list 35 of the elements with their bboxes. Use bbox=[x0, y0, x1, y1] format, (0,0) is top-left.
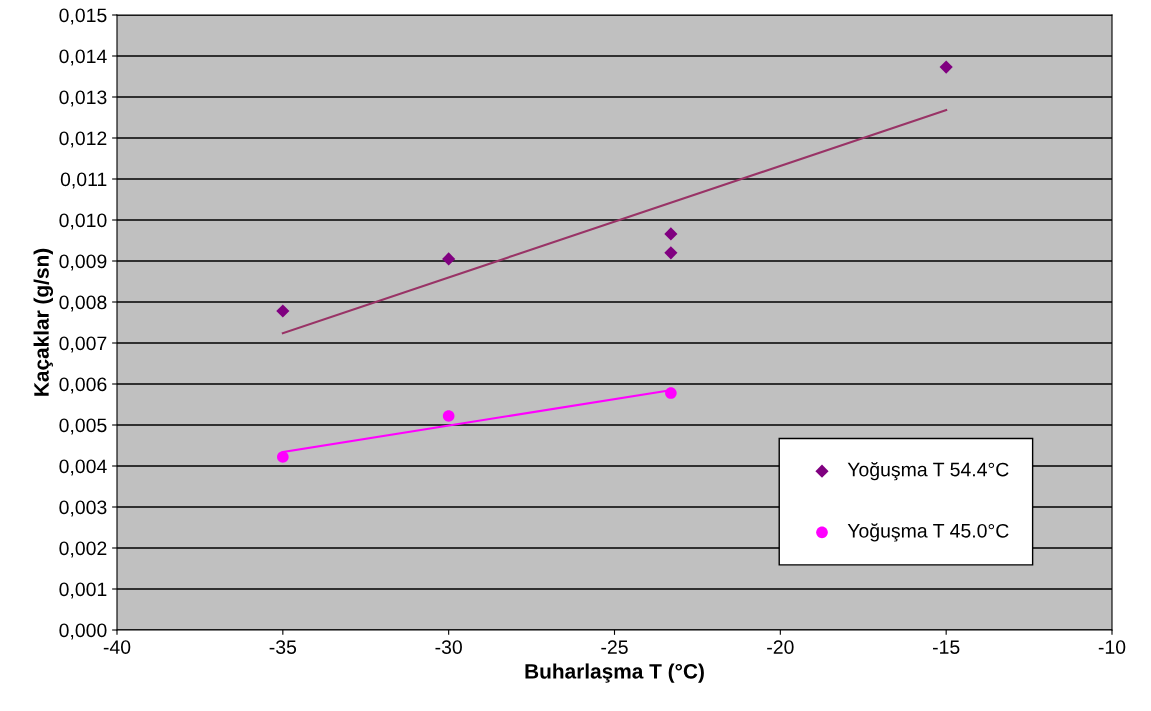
point bbox=[277, 451, 289, 463]
y-tick-label: 0,012 bbox=[59, 131, 107, 148]
y-tick-label: 0,014 bbox=[59, 49, 107, 66]
y-tick-label: 0,001 bbox=[59, 582, 107, 599]
x-tick-label: -20 bbox=[767, 640, 794, 654]
point bbox=[442, 252, 456, 266]
y-tick-label: 0,000 bbox=[59, 623, 107, 640]
y-tick-label: 0,005 bbox=[59, 418, 107, 435]
y-tick-label: 0,007 bbox=[59, 336, 107, 353]
legend-label: Yoğuşma T 45.0°C bbox=[847, 523, 1009, 542]
x-tick-label: -25 bbox=[601, 640, 628, 654]
point bbox=[664, 227, 678, 241]
y-tick-label: 0,003 bbox=[59, 500, 107, 517]
point bbox=[442, 410, 455, 422]
y-tick-label: 0,004 bbox=[59, 459, 107, 476]
legend-label: Yoğuşma T 54.4°C bbox=[847, 461, 1009, 481]
y-tick-label: 0,013 bbox=[59, 90, 107, 107]
point bbox=[664, 246, 678, 260]
x-tick-label: -15 bbox=[932, 640, 960, 654]
y-tick-label: 0,002 bbox=[59, 541, 107, 558]
x-tick-label: -30 bbox=[435, 640, 462, 654]
y-tick-label: 0,011 bbox=[60, 172, 107, 189]
x-axis-title: Buharlaşma T (°C) bbox=[525, 663, 704, 683]
y-tick-label: 0,009 bbox=[59, 254, 107, 271]
point bbox=[665, 387, 677, 399]
x-tick-label: -40 bbox=[103, 640, 131, 654]
point bbox=[939, 60, 953, 74]
y-axis-title: Kaçaklar (g/sn) bbox=[33, 248, 54, 396]
x-tick-label: -10 bbox=[1098, 640, 1126, 654]
y-tick-label: 0,010 bbox=[59, 213, 107, 230]
point bbox=[276, 304, 290, 318]
x-tick-label: -35 bbox=[269, 640, 297, 654]
y-tick-label: 0,015 bbox=[59, 8, 107, 25]
y-tick-label: 0,006 bbox=[59, 377, 107, 394]
y-tick-label: 0,008 bbox=[59, 295, 107, 312]
